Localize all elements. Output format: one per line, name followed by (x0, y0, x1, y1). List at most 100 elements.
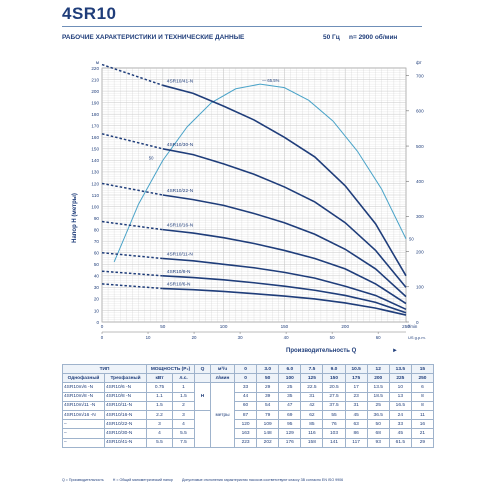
efficiency-label-low: 50 (149, 155, 154, 160)
bottom-tick-label: 40 (284, 335, 289, 340)
y-unit-left: м (96, 60, 99, 65)
bottom-tick-label: 50 (330, 335, 335, 340)
head-value: 141 (322, 437, 346, 448)
x-unit-label: l/min (408, 324, 418, 329)
three-phase-model: 4SR10/41-N (103, 437, 148, 448)
curve-dashed-segment (101, 182, 163, 196)
power-hp: 1 (172, 382, 196, 393)
table-row: –4SR10/22-N 3 4 120 109 95 85 76 63 50 33 16 (62, 419, 435, 430)
head-value: 44 (234, 391, 258, 402)
section-subtitle: РАБОЧИЕ ХАРАКТЕРИСТИКИ И ТЕХНИЧЕСКИЕ ДАН… (62, 34, 245, 41)
power-kw: 4 (146, 428, 174, 439)
table-header-row: ТИП МОЩНОСТЬ (P₂) Q м³/ч 0 3.0 6.0 7.5 9… (61, 363, 435, 375)
h-unit: метры (210, 382, 236, 448)
x-unit-lower-label: US g.p.m. (408, 335, 426, 340)
table-row: 4SR10m/11 -N 4SR10/11-N 1.5 2 60 54 47 42 37.5 31… (62, 400, 435, 411)
head-value: 93 (366, 437, 390, 448)
head-value: 50 (366, 419, 390, 430)
y-unit-right: фт (416, 60, 423, 65)
table-row: –4SR10/41-N 5.5 7.5 223 202 176 158 141 117 93 61.… (62, 437, 435, 448)
head-value: 31 (344, 400, 368, 411)
three-phase-model: 4SR10/8 -N (103, 391, 148, 402)
head-value: 47 (278, 400, 302, 411)
single-phase-model: – (62, 428, 105, 439)
power-hp: 2 (172, 400, 196, 411)
three-phase-model: 4SR10/11-N (103, 400, 148, 411)
head-value: 62 (300, 409, 324, 421)
right-tick-label: 700 (416, 73, 424, 78)
curve-label: 4SR10/11-N (167, 252, 194, 258)
y-tick-label: 10 (94, 308, 100, 313)
head-value: 18.5 (366, 391, 390, 402)
table-row: 4SR10m/16 -N 4SR10/16-N 2.2 3 87 79 69 62 55 45 36… (62, 409, 435, 448)
y-tick-label: 160 (91, 135, 99, 140)
performance-chart: 0102030405060708090100110120130140150160… (72, 60, 426, 354)
head-value: 148 (256, 428, 280, 439)
pump-curve (162, 194, 407, 298)
head-value: 24 (388, 409, 412, 421)
head-value: 27.5 (322, 391, 346, 402)
head-value: 117 (344, 437, 368, 448)
power-hp: 1.5 (172, 391, 196, 402)
head-value: 13.5 (366, 382, 390, 393)
head-value: 116 (300, 428, 324, 439)
single-phase-model: 4SR10m/6 -N (62, 382, 105, 393)
q-cell: 150 (322, 373, 346, 384)
spec-table: ТИП МОЩНОСТЬ (P₂) Q м³/ч 0 3.0 6.0 7.5 9… (61, 363, 435, 448)
y-tick-label: 50 (94, 262, 100, 267)
table-subheader-row: Однофазный Трехфазный кВт л.с. л/мин 0 5… (62, 373, 435, 384)
y-tick-label: 130 (91, 170, 99, 175)
head-value: 17 (344, 382, 368, 393)
q-cell: 7.5 (300, 363, 324, 375)
right-tick-label: 0 (416, 320, 419, 325)
q-cell: 0 (234, 363, 258, 375)
three-phase-model: 4SR10/16-N (103, 409, 148, 421)
q-cell: 175 (344, 373, 368, 384)
pump-curve (162, 257, 407, 311)
bottom-tick-label: 60 (376, 335, 381, 340)
frequency-label: 50 Гц (323, 34, 340, 41)
head-value: 202 (256, 437, 280, 448)
head-value: 55 (322, 409, 346, 421)
power-kw: 5.5 (146, 437, 174, 448)
y-tick-label: 20 (94, 297, 100, 302)
y-tick-label: 170 (91, 124, 99, 129)
head-value: 20.5 (322, 382, 346, 393)
x-tick-label: 250 (402, 324, 410, 329)
head-value: 120 (234, 419, 258, 430)
y-axis-label: Напор H (метры) (72, 193, 78, 243)
q-unit-lmin: л/мин (210, 373, 236, 384)
q-cell: 200 (366, 373, 390, 384)
head-value: 63 (344, 419, 368, 430)
curve-label: 4SR10/30-N (167, 142, 194, 148)
head-value: 6 (410, 382, 435, 393)
head-value: 76 (322, 419, 346, 430)
head-value: 31 (300, 391, 324, 402)
power-kw: 3 (146, 419, 174, 430)
right-tick-label: 500 (416, 144, 424, 149)
power-hp: 5.5 (172, 428, 196, 439)
head-value: 87 (234, 409, 258, 421)
bottom-tick-label: 10 (146, 335, 151, 340)
three-phase-model: 4SR10/30-N (103, 428, 148, 439)
head-value: 176 (278, 437, 302, 448)
head-value: 29 (410, 437, 435, 448)
single-phase-model: 4SR10m/11 -N (62, 400, 105, 411)
curve-label: 4SR10/41-N (167, 78, 194, 84)
head-value: 36.5 (366, 409, 390, 421)
power-header: МОЩНОСТЬ (P₂) (146, 363, 196, 375)
curve-dashed-segment (101, 251, 163, 260)
head-value: 163 (234, 428, 258, 439)
bottom-tick-label: 30 (238, 335, 243, 340)
head-value: 95 (278, 419, 302, 430)
power-hp: 3 (172, 409, 196, 421)
right-tick-label: 600 (416, 109, 424, 114)
x-tick-label: 50 (160, 324, 166, 329)
head-value: 223 (234, 437, 258, 448)
head-value: 11 (410, 409, 435, 421)
efficiency-label-end: 50 (409, 236, 414, 241)
pump-curve (162, 228, 407, 305)
power-kw: 1.1 (146, 391, 174, 402)
y-tick-label: 60 (94, 251, 100, 256)
